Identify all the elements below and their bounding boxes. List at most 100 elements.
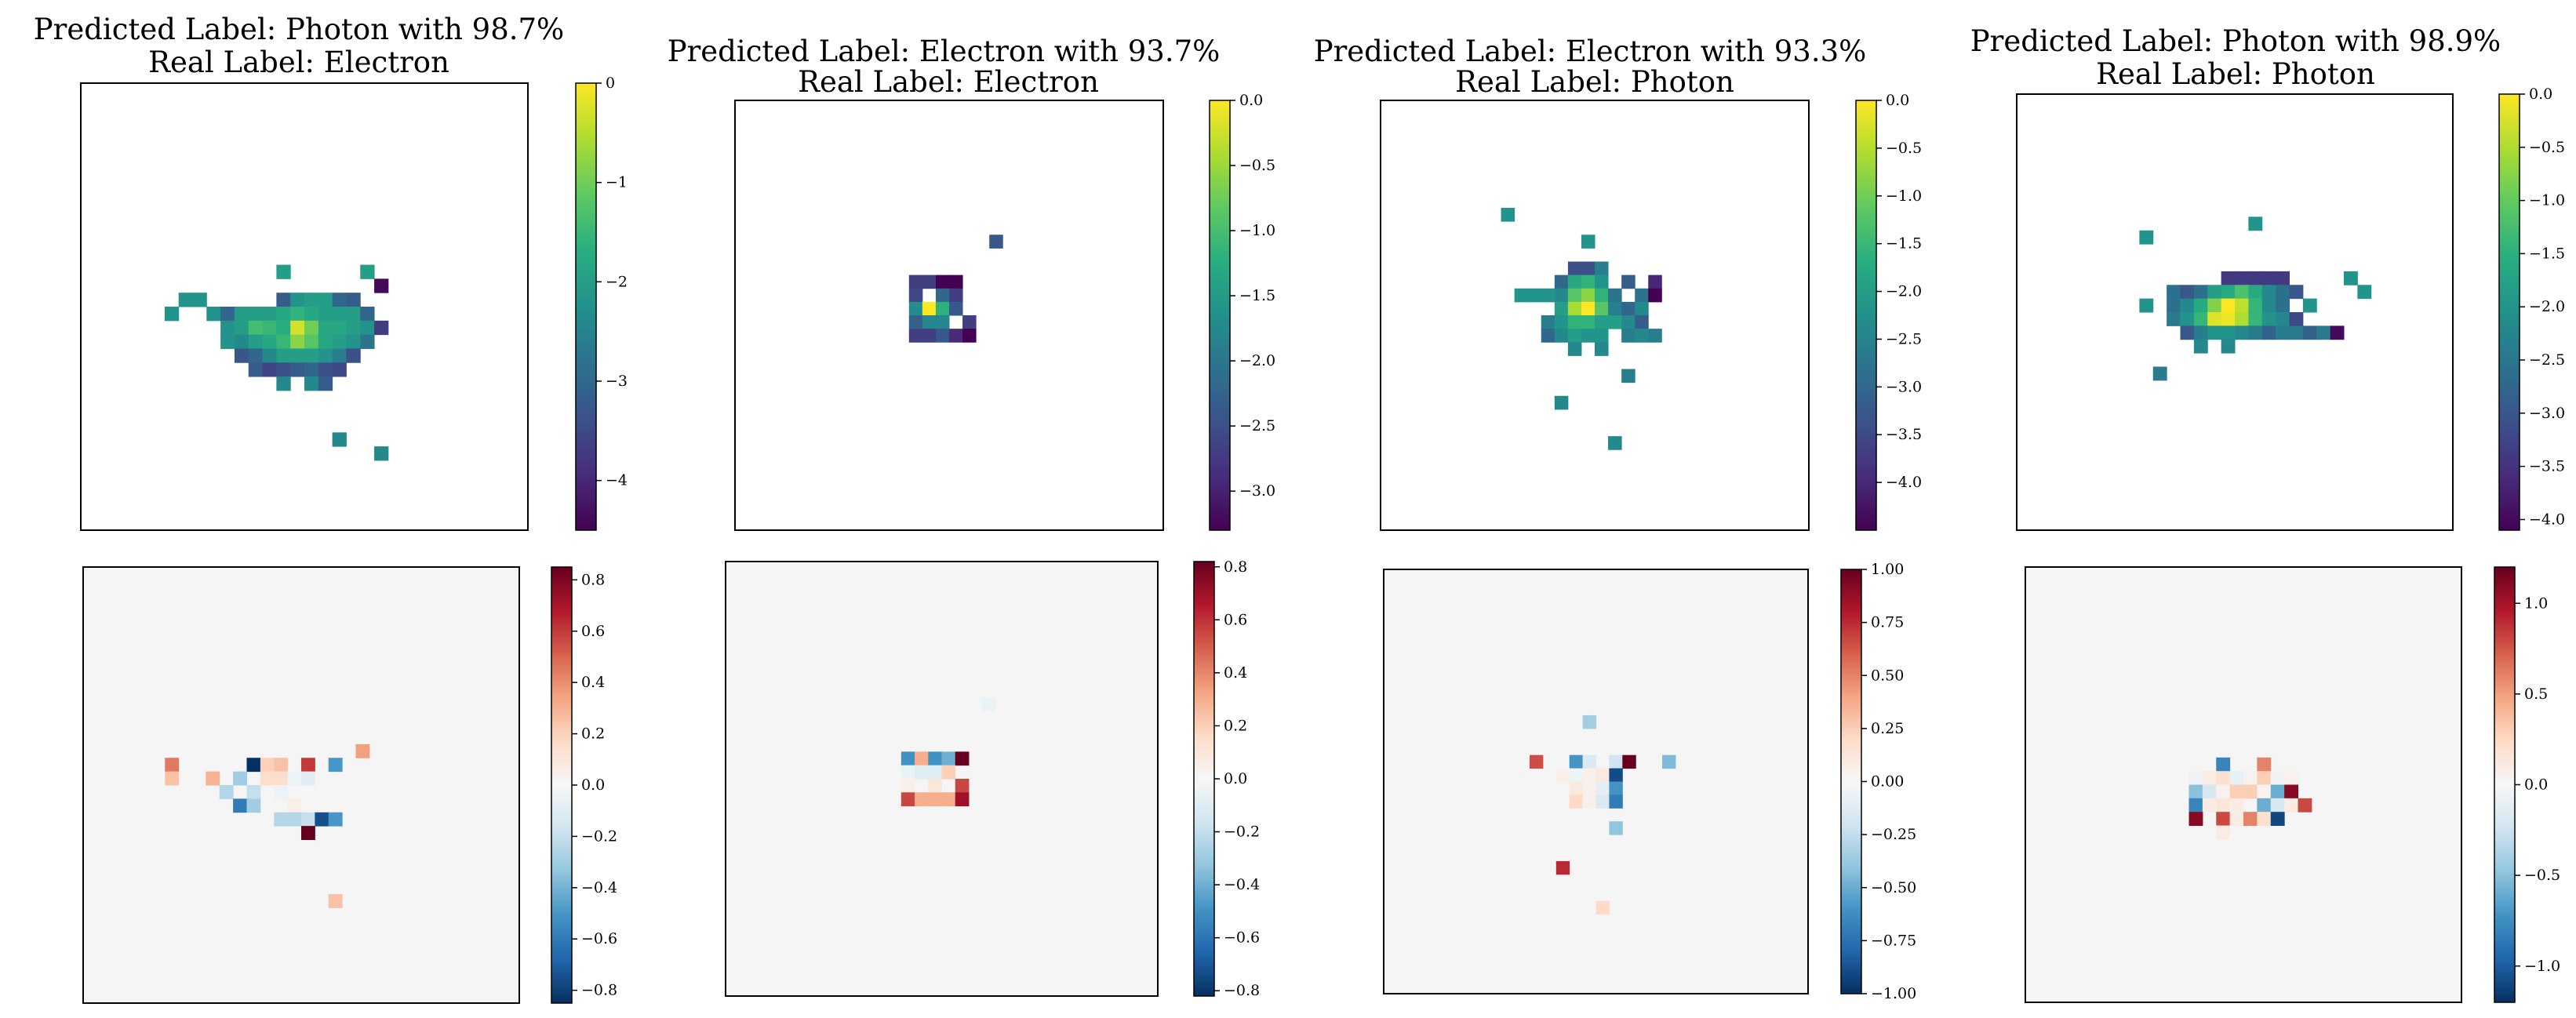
panel-2-image-cell <box>922 301 937 316</box>
panel-2-image-cell <box>922 329 937 343</box>
panel-4-image-cells <box>2139 216 2372 381</box>
panel-4-attribution-cell <box>2216 757 2231 772</box>
panel-1-attribution-cell <box>328 812 343 827</box>
panel-3-attribution-cell <box>1555 860 1570 875</box>
panel-1-image-cell <box>262 307 277 322</box>
panel-3-attribution-colorbar-tick-label: −0.25 <box>1871 826 1916 843</box>
panel-1-attribution-cell <box>165 771 180 786</box>
panel-1-image-cell <box>276 334 291 349</box>
panel-1-image-cell <box>290 334 305 349</box>
panel-4-attribution-cells <box>2189 757 2312 840</box>
panel-3-image-cell <box>1621 315 1635 329</box>
panel-2-attribution-colorbar-tick-label: 0.8 <box>1224 558 1247 576</box>
panel-3-attribution-cell <box>1582 714 1596 729</box>
panel-4-image-cell <box>2261 312 2276 326</box>
panel-2-image-cell <box>989 235 1003 249</box>
panel-3-attribution-cell <box>1609 794 1623 809</box>
panel-2-image-cells <box>908 235 1003 343</box>
panel-3: Predicted Label: Electron with 93.3% Rea… <box>1314 35 1922 1002</box>
panel-4-image-colorbar-tick-label: −2.5 <box>2529 351 2565 369</box>
panel-1-image-cell <box>318 348 333 363</box>
panel-3-attribution-cells <box>1529 714 1676 915</box>
panel-4-image-cell <box>2248 298 2263 313</box>
panel-4-attribution-cell <box>2229 784 2244 799</box>
panel-1-attribution-cell <box>301 826 315 841</box>
panel-1-image-cell <box>276 320 291 336</box>
panel-4-attribution-cell <box>2257 784 2272 799</box>
panel-1-attribution-cell <box>274 812 289 827</box>
panel-2-attribution-cell <box>928 765 942 780</box>
panel-2-attribution-colorbar-tick-label: −0.6 <box>1224 929 1260 947</box>
panel-1-attribution-colorbar-ticks: 0.8 0.6 0.4 0.2 0.0 −0.2 −0.4 −0.6 −0.8 <box>572 571 617 999</box>
panel-3-image-cell <box>1595 274 1609 289</box>
panel-4-image-cell <box>2193 325 2208 340</box>
panel-1-image-cell <box>248 334 264 349</box>
panel-3-image-cell <box>1581 315 1595 329</box>
panel-4-image-cell <box>2330 325 2345 340</box>
panel-1-image-cells <box>164 264 389 461</box>
panel-4-attribution-cell <box>2243 812 2258 827</box>
panel-3-image-cell <box>1567 329 1582 343</box>
panel-3-image-cell <box>1621 329 1635 343</box>
panel-1-attribution-cell <box>328 894 343 908</box>
panel-4-attribution-cell <box>2257 812 2272 827</box>
panel-4-image-cell <box>2261 285 2276 300</box>
panel-1-image-cell <box>304 362 319 377</box>
panel-1-title-line1: Predicted Label: Photon with 98.7% <box>34 13 564 46</box>
panel-4-image-cell <box>2235 285 2249 300</box>
panel-1-image-cell <box>304 376 319 391</box>
panel-1-image-cell <box>248 348 264 363</box>
panel-4-image-cell <box>2248 216 2263 231</box>
panel-2-image-colorbar <box>1209 100 1231 531</box>
panel-3-attribution-cell <box>1582 781 1596 795</box>
panel-1-image-cell <box>332 348 347 363</box>
panel-4-attribution-colorbar <box>2494 566 2516 1003</box>
panel-1-attribution-colorbar-tick-label: −0.8 <box>581 982 617 999</box>
panel-1-image-cell <box>248 320 264 336</box>
panel-3-image-colorbar-tick-label: −1.5 <box>1886 235 1922 253</box>
panel-2-attribution-colorbar <box>1193 561 1215 997</box>
panel-4-attribution-cell <box>2216 825 2231 840</box>
panel-1-attribution-cell <box>301 758 315 773</box>
panel-1-image-cell <box>360 307 375 322</box>
panel-2-attribution-cell <box>941 765 956 780</box>
panel-1-image-cell <box>332 362 347 377</box>
panel-3-image-cell <box>1581 288 1595 303</box>
panel-4-image-cell <box>2235 325 2249 340</box>
panel-4-attribution-cell <box>2284 798 2299 813</box>
panel-4-image-cell <box>2193 298 2208 313</box>
panel-2-attribution-colorbar-tick-label: −0.8 <box>1224 982 1260 999</box>
panel-2-attribution-cell <box>955 751 970 766</box>
panel-2-attribution-cell <box>955 792 970 807</box>
panel-1-image-colorbar <box>575 82 597 531</box>
panel-4-attribution-cell <box>2202 771 2217 785</box>
panel-4-image-cell <box>2207 298 2222 313</box>
panel-2-image-cell <box>922 274 937 289</box>
panel-3-image-colorbar-tick-label: 0.0 <box>1886 92 1909 109</box>
panel-3-attribution-cell <box>1609 781 1623 795</box>
panel-1-image-colorbar-tick-label: 0 <box>606 75 615 92</box>
panel-2-attribution-cell <box>901 792 915 807</box>
panel-3-image-colorbar-tick-label: −3.0 <box>1886 378 1922 395</box>
panel-4-attribution-cell <box>2270 798 2285 813</box>
panel-4-image-cell <box>2221 339 2236 354</box>
panel-3-image-cell <box>1527 288 1542 303</box>
panel-1-attribution-colorbar-tick-label: 0.4 <box>581 674 605 691</box>
panel-4-attribution-cell <box>2229 812 2244 827</box>
panel-4-attribution-colorbar-tick-label: −0.5 <box>2524 867 2560 884</box>
panel-3-title-line2: Real Label: Photon <box>1455 65 1734 99</box>
panel-3-attribution-cell <box>1569 794 1584 809</box>
panel-3-image-cell <box>1581 261 1595 276</box>
panel-4-image-cell <box>2193 312 2208 326</box>
panel-4-attribution-cell <box>2189 812 2203 827</box>
panel-3-image-colorbar-ticks: 0.0 −0.5 −1.0 −1.5 −2.0 −2.5 −3.0 −3.5 −4.0 <box>1876 92 1922 491</box>
panel-1-attribution-cell <box>246 798 261 813</box>
panel-3-attribution-cell <box>1622 754 1636 769</box>
panel-1-attribution-cell <box>219 785 234 799</box>
panel-4-attribution-cell <box>2270 812 2285 827</box>
panel-2-image-cell <box>949 274 963 289</box>
panel-1-image-cell <box>332 432 347 447</box>
panel-3-attribution-cell <box>1529 754 1544 769</box>
panel-3-attribution-cell <box>1569 768 1584 782</box>
panel-3-image-cell <box>1554 274 1569 289</box>
